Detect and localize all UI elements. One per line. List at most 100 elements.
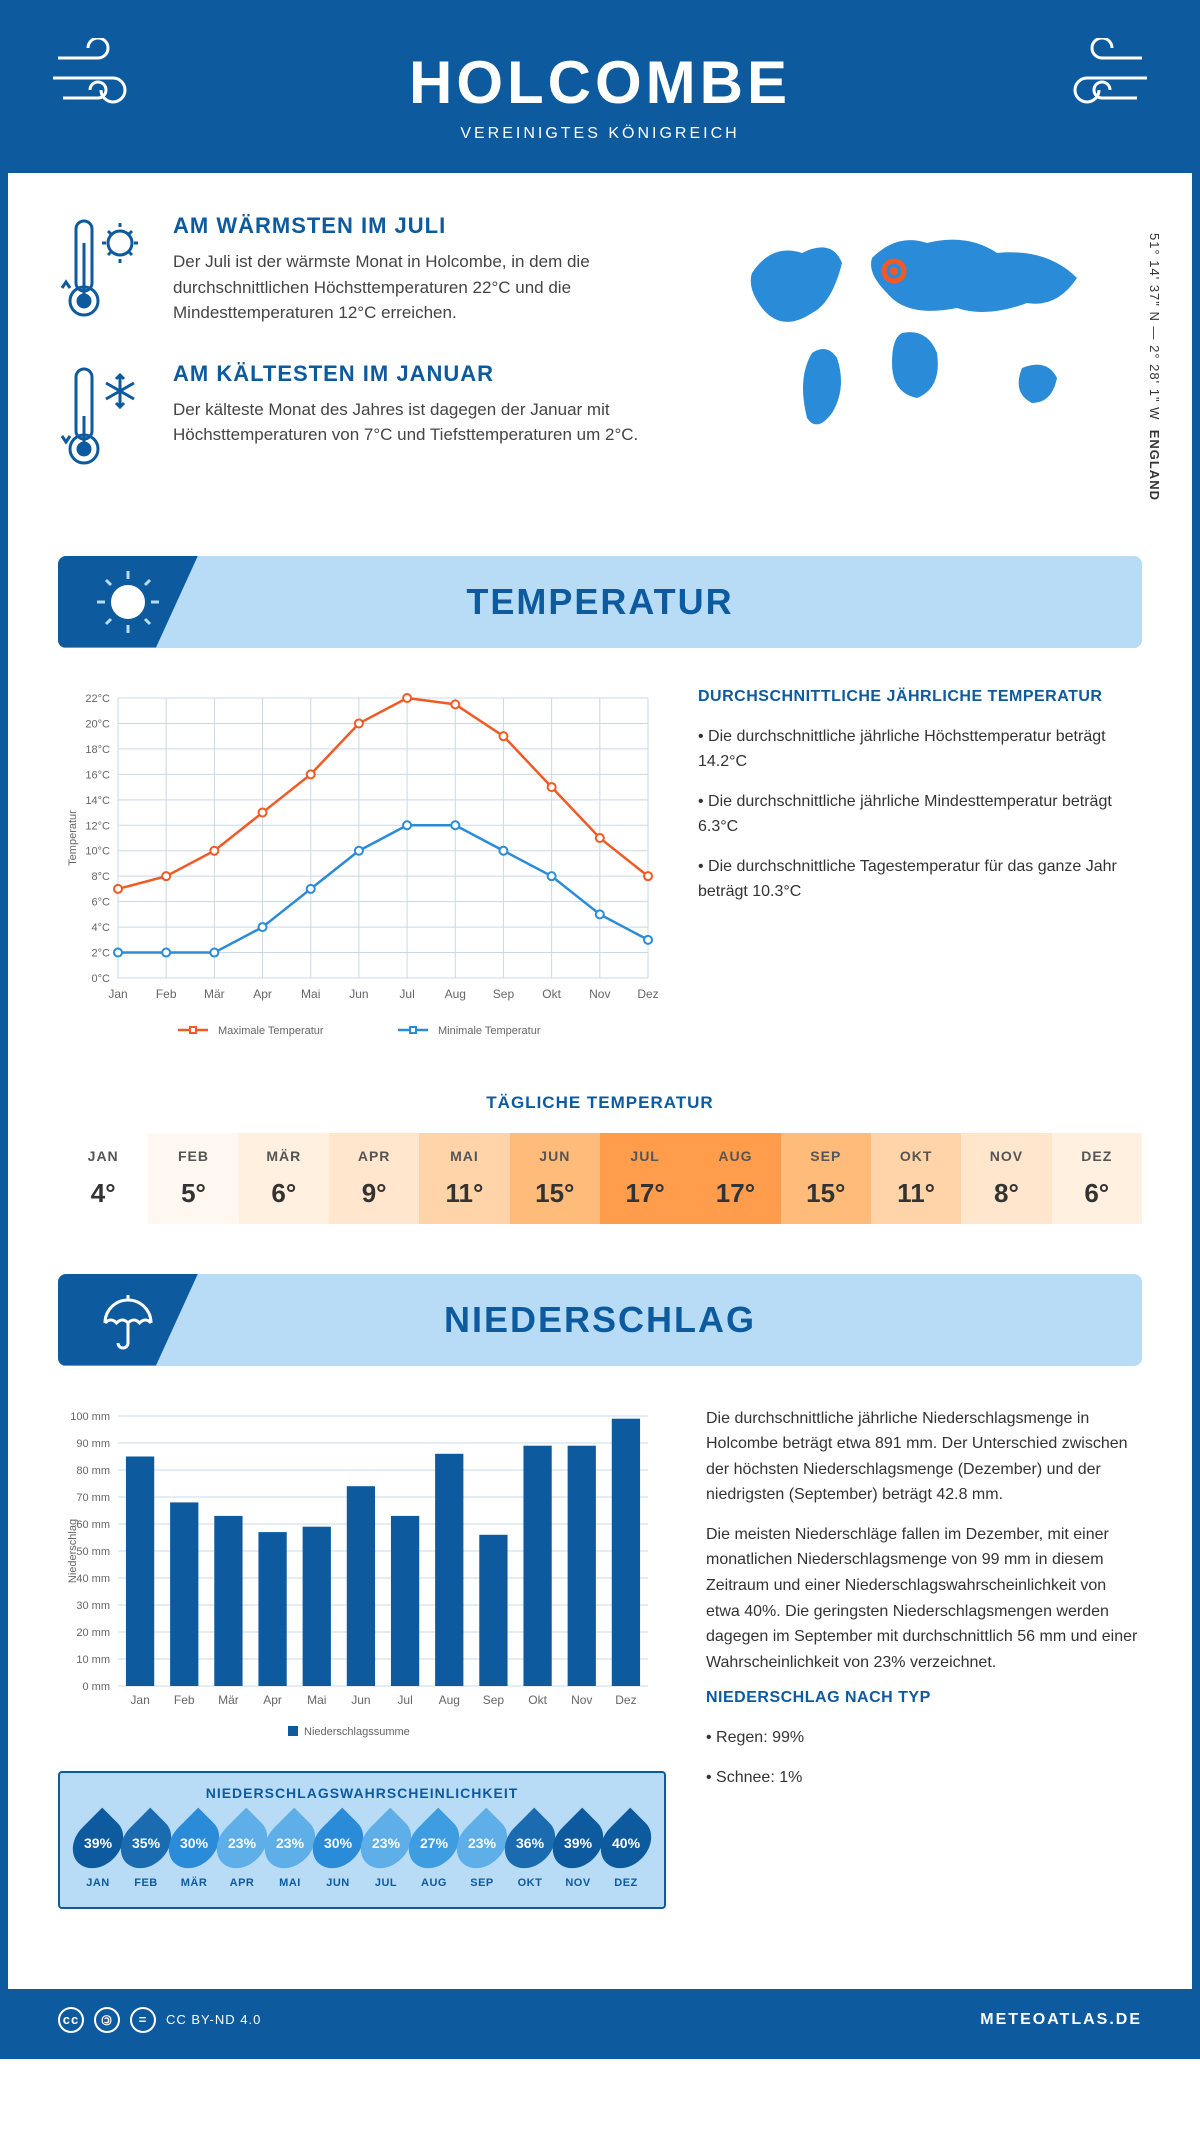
probability-box: NIEDERSCHLAGSWAHRSCHEINLICHKEIT 39%JAN35… bbox=[58, 1771, 666, 1909]
footer: cc 🄯 = CC BY-ND 4.0 METEOATLAS.DE bbox=[8, 1989, 1192, 2051]
svg-text:Nov: Nov bbox=[589, 987, 610, 1001]
svg-text:70 mm: 70 mm bbox=[76, 1492, 110, 1504]
license-text: CC BY-ND 4.0 bbox=[166, 2012, 261, 2027]
svg-text:2°C: 2°C bbox=[92, 947, 111, 959]
svg-text:Apr: Apr bbox=[263, 1693, 282, 1707]
daily-cell: FEB5° bbox=[148, 1133, 238, 1224]
svg-text:Niederschlagssumme: Niederschlagssumme bbox=[304, 1726, 410, 1738]
svg-text:12°C: 12°C bbox=[85, 820, 110, 832]
svg-text:90 mm: 90 mm bbox=[76, 1438, 110, 1450]
warm-title: AM WÄRMSTEN IM JULI bbox=[173, 213, 682, 239]
by-icon: 🄯 bbox=[94, 2007, 120, 2033]
temp-bullet: • Die durchschnittliche Tagestemperatur … bbox=[698, 854, 1142, 905]
precip-paragraph: Die meisten Niederschläge fallen im Deze… bbox=[706, 1522, 1142, 1676]
daily-cell: SEP15° bbox=[781, 1133, 871, 1224]
svg-text:Jan: Jan bbox=[108, 987, 127, 1001]
probability-title: NIEDERSCHLAGSWAHRSCHEINLICHKEIT bbox=[76, 1785, 648, 1801]
svg-text:Maximale Temperatur: Maximale Temperatur bbox=[218, 1025, 324, 1037]
cc-icon: cc bbox=[58, 2007, 84, 2033]
probability-drop: 30%JUN bbox=[316, 1815, 360, 1889]
svg-text:Sep: Sep bbox=[493, 987, 515, 1001]
probability-drop: 39%JAN bbox=[76, 1815, 120, 1889]
svg-text:4°C: 4°C bbox=[92, 922, 111, 934]
svg-text:8°C: 8°C bbox=[92, 871, 111, 883]
svg-text:Niederschlag: Niederschlag bbox=[67, 1518, 79, 1582]
svg-text:18°C: 18°C bbox=[85, 743, 110, 755]
cold-title: AM KÄLTESTEN IM JANUAR bbox=[173, 361, 682, 387]
precip-paragraph: Die durchschnittliche jährliche Niedersc… bbox=[706, 1406, 1142, 1508]
svg-text:6°C: 6°C bbox=[92, 896, 111, 908]
svg-text:Jan: Jan bbox=[130, 1693, 149, 1707]
daily-title: TÄGLICHE TEMPERATUR bbox=[58, 1093, 1142, 1113]
site-name: METEOATLAS.DE bbox=[980, 2011, 1142, 2029]
svg-text:Temperatur: Temperatur bbox=[67, 809, 79, 865]
header: HOLCOMBE VEREINIGTES KÖNIGREICH bbox=[8, 8, 1192, 173]
warm-fact: AM WÄRMSTEN IM JULI Der Juli ist der wär… bbox=[58, 213, 682, 326]
page-subtitle: VEREINIGTES KÖNIGREICH bbox=[28, 125, 1172, 143]
svg-text:16°C: 16°C bbox=[85, 769, 110, 781]
precipitation-heading: NIEDERSCHLAG bbox=[444, 1299, 756, 1341]
probability-drop: 23%JUL bbox=[364, 1815, 408, 1889]
daily-cell: AUG17° bbox=[690, 1133, 780, 1224]
world-map: 51° 14' 37" N — 2° 28' 1" W ENGLAND bbox=[722, 213, 1142, 506]
coordinates: 51° 14' 37" N — 2° 28' 1" W ENGLAND bbox=[1147, 233, 1162, 501]
cold-text: Der kälteste Monat des Jahres ist dagege… bbox=[173, 397, 682, 448]
probability-drop: 36%OKT bbox=[508, 1815, 552, 1889]
precip-type-item: • Regen: 99% bbox=[706, 1725, 1142, 1751]
probability-drop: 23%SEP bbox=[460, 1815, 504, 1889]
svg-text:30 mm: 30 mm bbox=[76, 1600, 110, 1612]
svg-text:20 mm: 20 mm bbox=[76, 1627, 110, 1639]
daily-cell: MAI11° bbox=[419, 1133, 509, 1224]
daily-cell: APR9° bbox=[329, 1133, 419, 1224]
daily-cell: JAN4° bbox=[58, 1133, 148, 1224]
probability-drop: 23%MAI bbox=[268, 1815, 312, 1889]
daily-cell: JUL17° bbox=[600, 1133, 690, 1224]
svg-text:Jul: Jul bbox=[397, 1693, 412, 1707]
daily-cell: OKT11° bbox=[871, 1133, 961, 1224]
page-title: HOLCOMBE bbox=[28, 48, 1172, 117]
daily-cell: MÄR6° bbox=[239, 1133, 329, 1224]
thermometer-sun-icon bbox=[58, 213, 148, 323]
svg-text:14°C: 14°C bbox=[85, 794, 110, 806]
svg-text:22°C: 22°C bbox=[85, 693, 110, 705]
svg-text:Sep: Sep bbox=[483, 1693, 505, 1707]
svg-text:Apr: Apr bbox=[253, 987, 272, 1001]
warm-text: Der Juli ist der wärmste Monat in Holcom… bbox=[173, 249, 682, 326]
svg-text:10°C: 10°C bbox=[85, 845, 110, 857]
probability-drop: 39%NOV bbox=[556, 1815, 600, 1889]
svg-text:40 mm: 40 mm bbox=[76, 1573, 110, 1585]
svg-text:Okt: Okt bbox=[528, 1693, 547, 1707]
svg-text:50 mm: 50 mm bbox=[76, 1546, 110, 1558]
probability-drop: 27%AUG bbox=[412, 1815, 456, 1889]
temperature-chart: 0°C 2°C 4°C 6°C 8°C 10°C 12°C 14°C 16°C 18°C 20°C 2… bbox=[58, 688, 658, 1053]
svg-text:Mär: Mär bbox=[218, 1693, 239, 1707]
temp-bullet: • Die durchschnittliche jährliche Höchst… bbox=[698, 724, 1142, 775]
svg-text:80 mm: 80 mm bbox=[76, 1465, 110, 1477]
precipitation-chart: 0 mm 10 mm 20 mm 30 mm 40 mm 50 mm 60 mm 70 mm 8… bbox=[58, 1406, 658, 1746]
svg-text:100 mm: 100 mm bbox=[70, 1411, 110, 1423]
svg-text:Mär: Mär bbox=[204, 987, 225, 1001]
umbrella-icon bbox=[93, 1285, 163, 1355]
svg-text:0°C: 0°C bbox=[92, 973, 111, 985]
daily-cell: DEZ6° bbox=[1052, 1133, 1142, 1224]
probability-drop: 23%APR bbox=[220, 1815, 264, 1889]
temperature-banner: TEMPERATUR bbox=[58, 556, 1142, 648]
temperature-heading: TEMPERATUR bbox=[466, 581, 733, 623]
probability-drop: 30%MÄR bbox=[172, 1815, 216, 1889]
svg-text:20°C: 20°C bbox=[85, 718, 110, 730]
svg-text:Feb: Feb bbox=[174, 1693, 195, 1707]
wind-icon bbox=[1032, 38, 1152, 118]
cold-fact: AM KÄLTESTEN IM JANUAR Der kälteste Mona… bbox=[58, 361, 682, 471]
temp-bullet: • Die durchschnittliche jährliche Mindes… bbox=[698, 789, 1142, 840]
thermometer-snow-icon bbox=[58, 361, 148, 471]
svg-text:Jul: Jul bbox=[399, 987, 414, 1001]
svg-text:Mai: Mai bbox=[301, 987, 320, 1001]
svg-text:Mai: Mai bbox=[307, 1693, 326, 1707]
svg-text:60 mm: 60 mm bbox=[76, 1519, 110, 1531]
precip-type-item: • Schnee: 1% bbox=[706, 1765, 1142, 1791]
daily-cell: JUN15° bbox=[510, 1133, 600, 1224]
precip-type-heading: NIEDERSCHLAG NACH TYP bbox=[706, 1689, 1142, 1707]
svg-text:10 mm: 10 mm bbox=[76, 1654, 110, 1666]
nd-icon: = bbox=[130, 2007, 156, 2033]
svg-text:0 mm: 0 mm bbox=[83, 1681, 111, 1693]
